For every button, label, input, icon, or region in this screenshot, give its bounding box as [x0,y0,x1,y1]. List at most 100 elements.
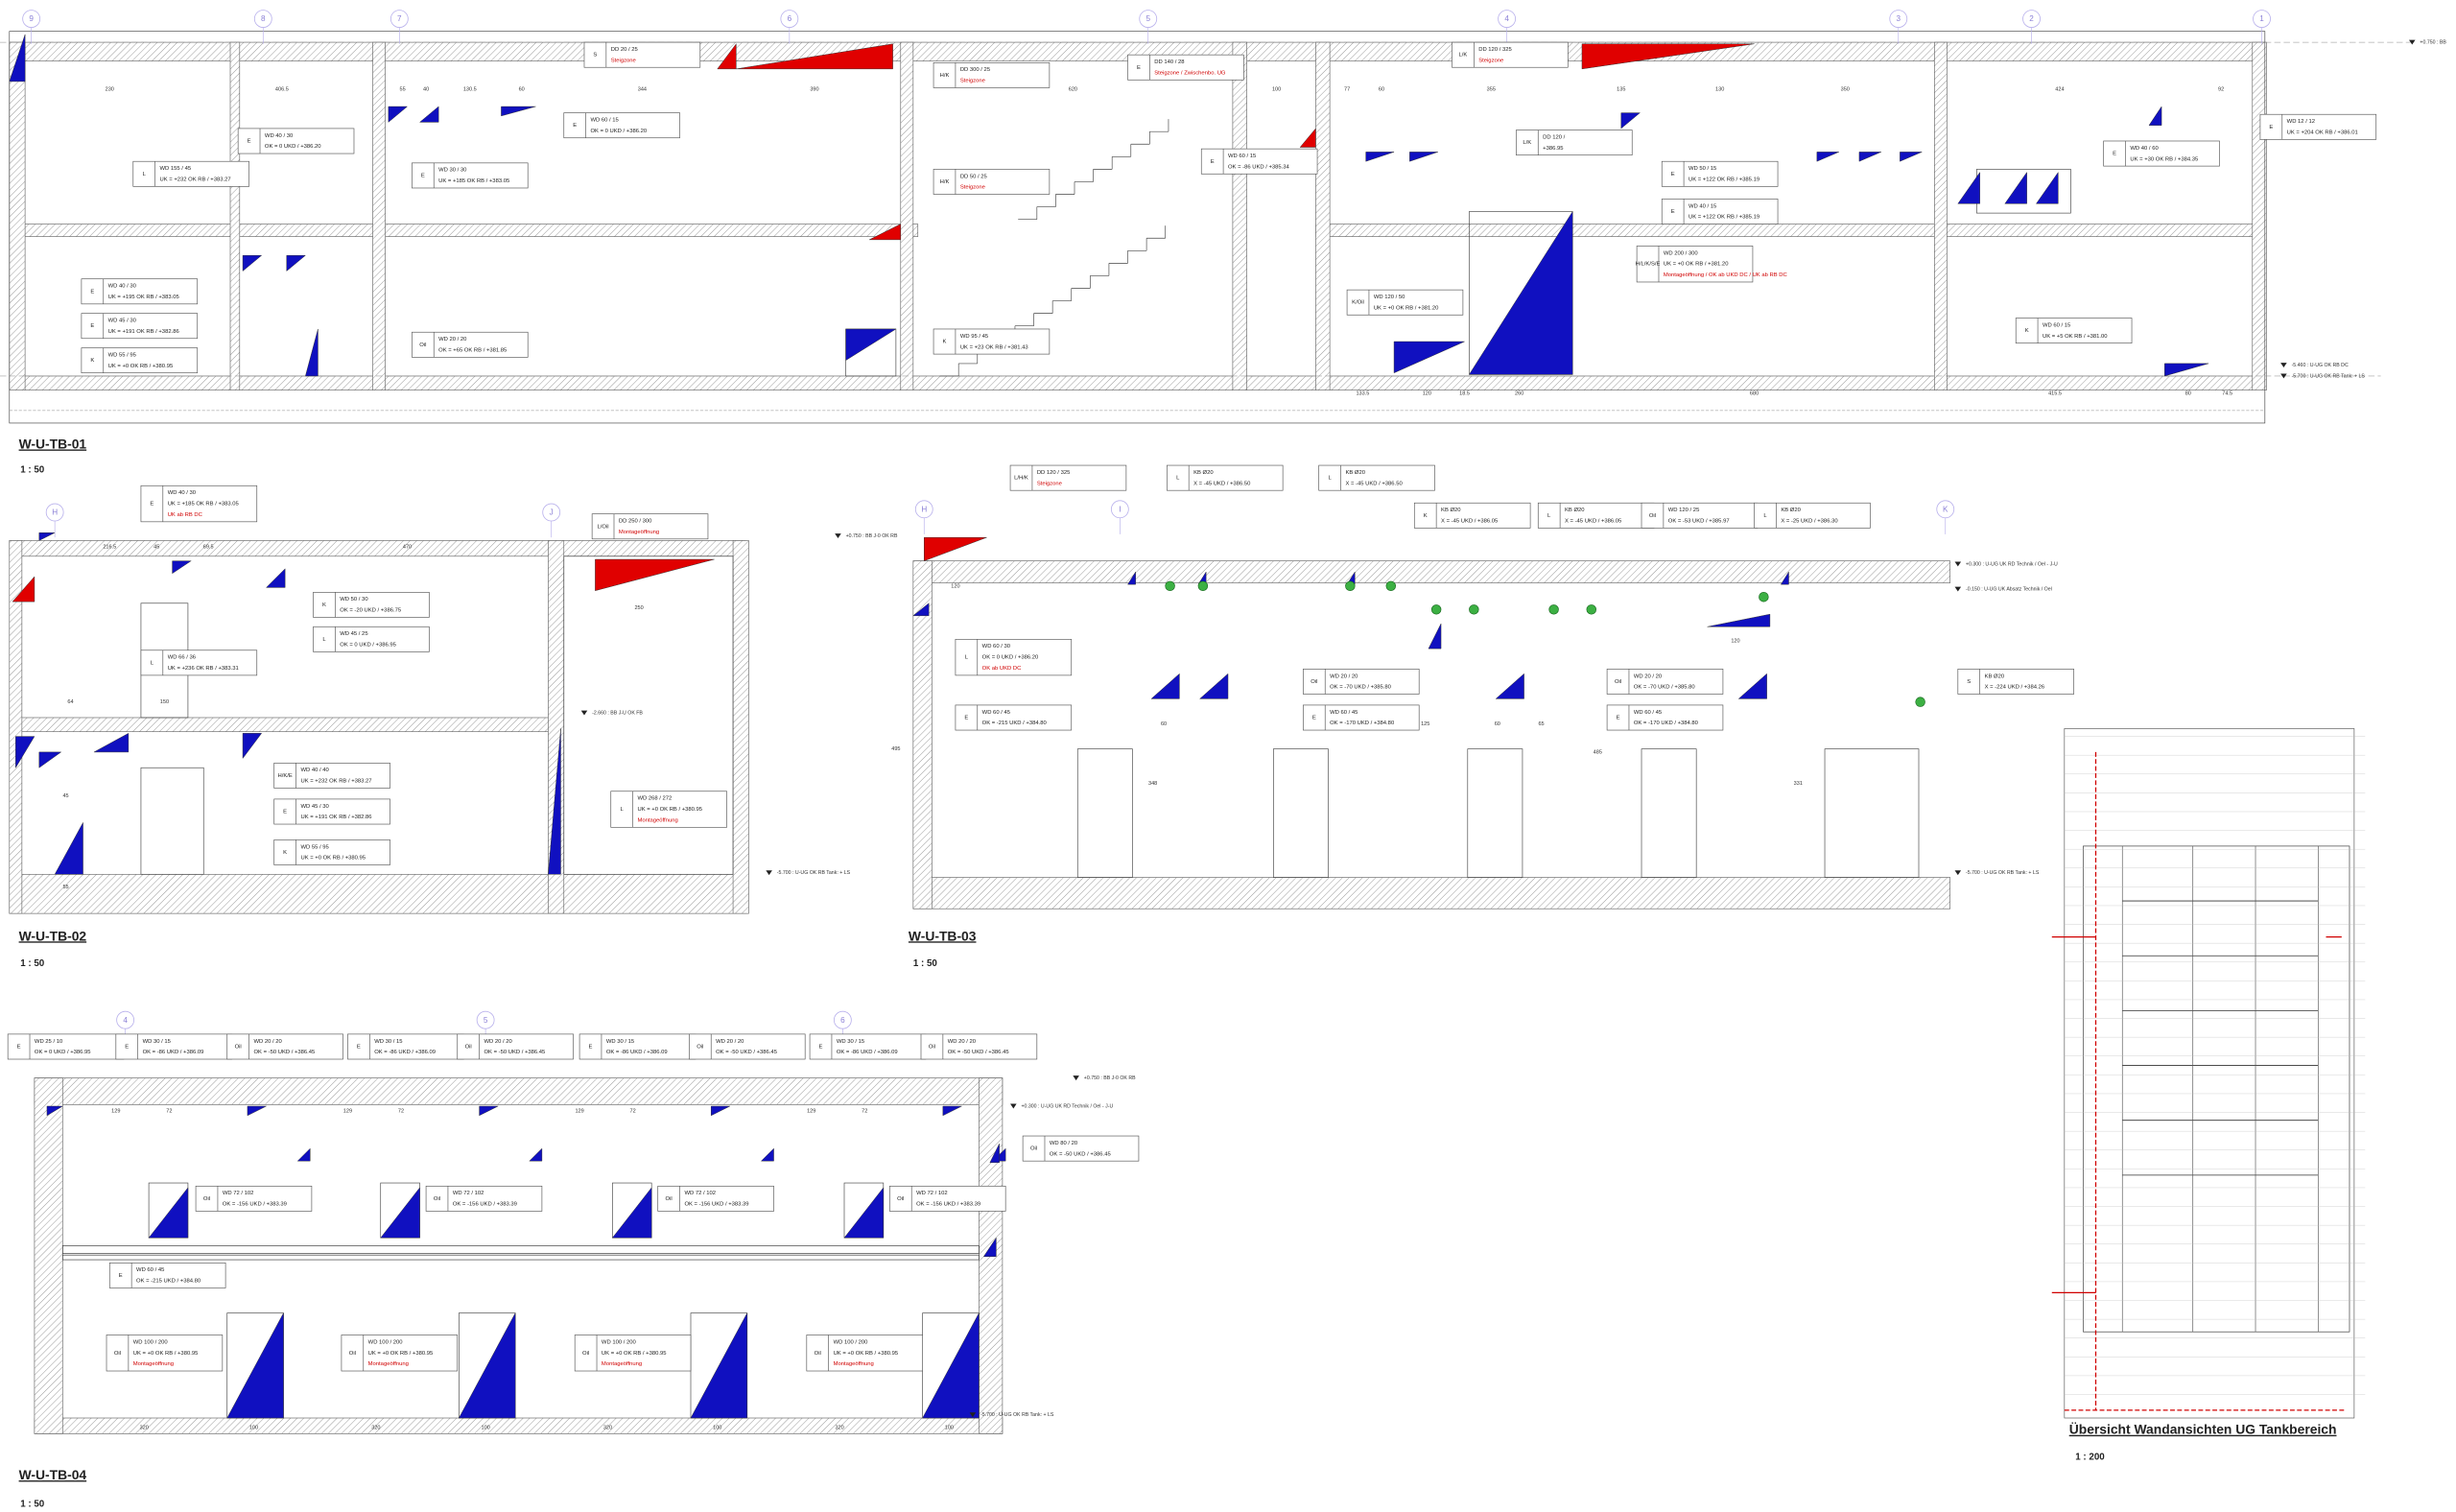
concrete [912,877,1950,910]
opening-tag: Oil WD 20 / 20 OK = -50 UKD / +386.45 [689,1033,806,1060]
opening [1581,43,1755,70]
tag-box [81,347,199,374]
dimension: 320 [603,1425,612,1430]
tag-text: WD 20 / 20 [438,337,467,343]
tag-text: UK = +0 OK RB / +380.95 [300,856,366,862]
tag-box [920,1033,1038,1060]
dimension: 129 [575,1108,583,1114]
opening-tag: Oil WD 20 / 20 OK = -70 UKD / +385.80 [1606,669,1724,695]
dimension: 40 [423,87,429,93]
tag-text: X = -224 UKD / +384.26 [1985,685,2045,691]
tag-text: OK = -50 UKD / +386.45 [716,1050,778,1055]
opening-tag: K WD 50 / 30 OK = -20 UKD / +386.75 [313,592,430,618]
tag-text: OK = -170 UKD / +384.80 [1634,721,1699,726]
outline [2083,845,2350,1333]
tag-text: WD 20 / 20 [1634,673,1663,679]
opening [529,1147,543,1162]
opening-tag: L WD 155 / 45 UK = +232 OK RB / +383.27 [132,160,249,187]
tag-text: KB Ø20 [1441,508,1461,513]
tag-text: UK = +0 OK RB / +380.95 [108,364,174,369]
opening-tag: E WD 40 / 30 OK = 0 UKD / +386.20 [237,128,355,154]
pipe [1759,592,1769,602]
opening [148,1187,189,1239]
dimension: 72 [630,1108,636,1114]
tag-text: X = -45 UKD / +386.05 [1565,519,1622,525]
dimension: 72 [398,1108,404,1114]
tag-code: Oil [697,1044,703,1050]
concrete [34,1417,1004,1434]
tag-box [412,331,529,358]
pipe [1586,604,1596,615]
tag-box [933,169,1051,195]
opening-tag: E WD 60 / 15 OK = 0 UKD / +386.20 [563,112,680,139]
tag-box [889,1185,1006,1212]
dimension: 344 [638,87,647,93]
opening [982,1237,997,1258]
tag-box [1009,464,1127,491]
tag-code: L/K [1523,140,1531,146]
dimension: 125 [1421,721,1429,727]
tag-text: WD 30 / 15 [143,1039,172,1045]
tag-box [657,1185,774,1212]
grid-axis-label: 7 [397,14,402,23]
tag-text: WD 60 / 15 [2043,322,2071,328]
tag-box [237,128,355,154]
opening [1780,571,1789,585]
grid-axis-label: H [921,505,927,513]
dimension: 92 [2218,87,2224,93]
tag-text: OK = -86 UKD / +386.09 [837,1050,898,1055]
opening-tag: Oil WD 20 / 20 OK = -50 UKD / +386.45 [226,1033,343,1060]
tag-text: WD 40 / 15 [1688,203,1717,209]
tag-box [1200,148,1318,175]
opening-tag: Oil WD 72 / 102 OK = -156 UKD / +383.39 [425,1185,543,1212]
tag-code: K [943,340,947,345]
tag-text: WD 60 / 45 [1634,710,1663,716]
tag-text: WD 50 / 30 [340,597,368,602]
opening-tag: E DD 140 / 28 Steigzone / Zwischenbo. UG [1127,54,1244,81]
tag-code: Oil [1615,679,1621,685]
opening [989,1144,1000,1164]
opening-tag: E WD 40 / 30 UK = +195 OK RB / +383.05 [81,278,199,305]
tag-code: E [357,1044,361,1050]
grid-axis-bubble [542,503,561,522]
tag-note: Montageöffnung / OK ab UKD DC / UK ab RB… [1664,272,1788,278]
tag-note: Montageöffnung [368,1361,409,1367]
tag-text: WD 20 / 20 [716,1039,744,1045]
tag-note: Steigzone [611,58,636,63]
tag-text: OK = -50 UKD / +386.45 [948,1050,1010,1055]
dimension: 250 [634,605,643,611]
concrete [1934,41,1948,390]
tag-code: L/Oil [598,524,609,530]
opening [1409,152,1438,162]
concrete [34,1077,1004,1105]
tag-text: UK = +0 OK RB / +381.20 [1374,305,1439,311]
opening [1365,152,1395,162]
tag-code: Oil [897,1196,904,1202]
opening [1127,571,1136,585]
opening-tag: E WD 45 / 30 UK = +191 OK RB / +382.86 [81,313,199,340]
opening [760,1147,774,1162]
tag-box [273,839,390,865]
grid-axis-label: J [550,508,554,517]
view-scale: 1 : 50 [20,1499,45,1509]
tag-code: L [1763,513,1767,519]
tag-box [140,650,258,676]
opening [38,532,56,541]
tag-text: OK = +65 OK RB / +381.85 [438,348,508,354]
dimension: 495 [891,746,900,752]
tag-text: X = -45 UKD / +386.05 [1441,519,1499,525]
tag-box [574,1335,692,1372]
dimension: 133.5 [1356,390,1369,396]
tag-text: DD 120 / [1543,134,1565,140]
tag-text: UK = +0 OK RB / +380.95 [637,807,702,813]
dimension: 350 [1841,87,1850,93]
opening [458,1312,516,1419]
dimension: 100 [249,1425,258,1430]
opening-tag: L/K DD 120 / +386.95 [1516,130,1633,156]
tag-text: WD 60 / 45 [982,710,1011,716]
level-marker [835,533,841,538]
tag-note: Steigzone [1037,481,1062,486]
tag-text: WD 30 / 30 [438,168,467,174]
opening [247,1105,267,1117]
tag-code: L/K [1459,53,1468,59]
